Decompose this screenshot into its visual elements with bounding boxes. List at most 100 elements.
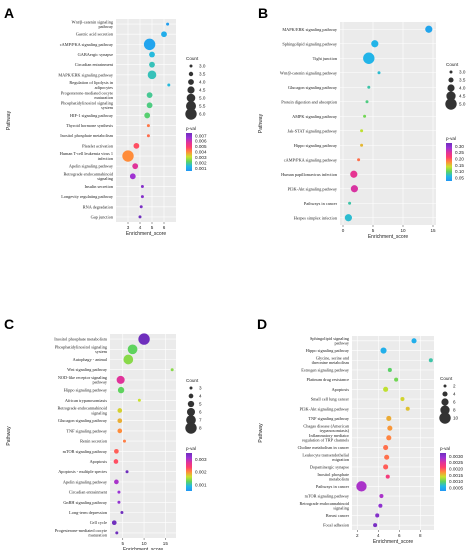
y-tick-label: NOD-like receptor signaling pathway [58,375,108,385]
x-tick-label: 3 [127,225,130,230]
color-legend-label: 0.001 [195,482,207,487]
x-tick-label: 8 [419,533,422,538]
panel-c: C Inositol phosphate metabolism Phosphatid… [4,316,207,550]
data-point [356,481,367,492]
panel-d: D Sphingolipid signaling pathway Hippo sign… [257,316,463,545]
color-legend-title: p-val [186,126,196,131]
y-tick-label: Inositol phosphate metabolism [54,337,107,342]
data-point [383,464,389,470]
y-tick-label: Retrograde endocannabinoid signaling [63,172,113,182]
size-legend-dot [439,412,451,424]
color-legend-label: 0.001 [195,166,207,171]
y-tick-label: African trypanosomiasis [65,398,107,403]
data-point [380,347,387,354]
size-legend-label: 5.5 [199,104,206,109]
data-point [147,70,157,80]
y-tick-label: Progesterone-mediated oocyte maturation [61,90,114,100]
y-axis-title: Pathway [258,113,264,133]
data-point [386,435,392,441]
y-tick-label: Thyroid hormone synthesis [66,123,113,128]
data-point [140,195,144,199]
y-tick-label: Herpes simplex infection [294,215,338,220]
size-legend-dot [185,422,197,434]
y-tick-label: Apoptosis [332,387,350,392]
data-point [132,163,139,170]
data-point [117,490,121,494]
data-point [373,523,378,528]
y-tick-label: Retrograde endocannabinoid signaling [299,501,349,511]
size-legend-label: 5 [199,402,202,407]
color-legend-label: 0.006 [195,139,207,144]
panel-label: D [257,316,267,332]
size-legend-label: 8 [199,426,202,431]
y-tick-label: Pathways in cancer [316,484,350,489]
y-tick-label: Human T-cell leukemia virus 1 infection [60,151,114,161]
data-point [117,408,123,413]
data-point [138,215,142,219]
data-point [113,459,119,464]
y-tick-label: Apelin signaling pathway [63,479,108,484]
data-point [386,415,392,422]
y-tick-label: Phosphatidylinositol signaling system [55,345,108,355]
data-point [125,470,129,474]
size-legend-label: 7 [199,418,202,423]
y-tick-label: HIF-1 signaling pathway [70,113,114,118]
y-tick-label: Wnt signaling pathway [67,367,108,372]
data-point [123,354,134,365]
y-tick-label: Glucagon signaling pathway [58,418,108,423]
data-point [411,338,417,344]
y-tick-label: Hippo signaling pathway [64,388,108,393]
data-point [350,185,358,193]
size-legend-dot [441,398,449,406]
color-legend-label: 0.003 [195,155,207,160]
y-tick-label: Small cell lung cancer [311,397,350,402]
y-tick-label: Apelin signaling pathway [69,164,114,169]
y-tick-label: Wnt/β-catenin signaling pathway [72,19,114,29]
data-point [425,25,433,33]
y-tick-label: MAPK/ERK signaling pathway [282,27,338,32]
y-tick-label: Dopaminergic synapse [310,464,349,469]
size-legend-dot [186,407,196,417]
color-legend-title: p-val [446,136,456,141]
data-point [120,511,124,514]
y-tick-label: Estrogen signaling pathway [301,367,350,372]
size-legend-dot [185,108,197,120]
color-legend-label: 0.10 [455,169,464,174]
x-axis-title: Enrichment_score [368,234,409,240]
data-point [385,474,390,479]
y-axis-title: Pathway [258,423,264,443]
data-point [400,397,405,402]
data-point [379,494,384,499]
size-legend-dot [187,400,195,408]
size-legend-title: Count [446,62,459,67]
x-tick-label: 2 [356,533,359,538]
color-legend-title: p-val [186,446,196,451]
size-legend-dot [186,101,196,111]
data-point [146,134,150,138]
data-point [377,71,381,75]
data-point [115,531,119,535]
y-tick-label: RNA degradation [83,204,114,209]
size-legend-dot [187,86,195,94]
data-point [117,500,121,504]
y-tick-label: Retrograde endocannabinoid signaling [57,406,107,416]
y-tick-label: Apoptosis [90,459,108,464]
color-legend-label: 0.0025 [449,460,463,465]
y-tick-label: TNF signaling pathway [66,428,107,433]
size-legend-dot [443,384,447,388]
data-point [143,38,156,51]
y-tick-label: Jak-STAT signaling pathway [288,128,338,133]
data-point [133,142,140,149]
y-tick-label: Breast cancer [326,513,350,518]
y-tick-label: Gap junction [91,214,114,219]
size-legend-label: 4.5 [199,88,206,93]
data-point [357,158,361,162]
y-tick-label: Long-term depression [69,510,108,515]
y-tick-label: GABAergic synapse [78,52,113,57]
data-point [405,406,410,411]
size-legend-dot [188,71,194,77]
data-point [363,114,367,118]
y-tick-label: Sphingolipid signaling pathway [310,336,350,346]
data-point [140,184,144,188]
